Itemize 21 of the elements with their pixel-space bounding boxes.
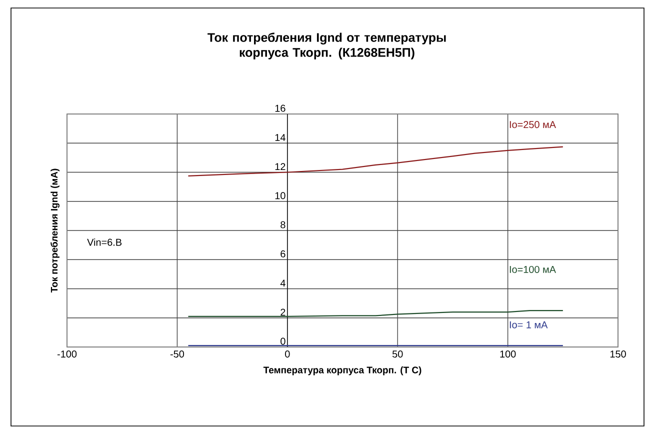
y-axis-title: Ток потребления Ignd (мА) (50, 168, 60, 293)
y-tick-label: 10 (275, 192, 286, 200)
x-tick-label: -50 (170, 350, 184, 358)
y-tick-label: 4 (280, 280, 286, 287)
y-tick-label: 6 (280, 250, 286, 258)
x-tick-label: -100 (57, 350, 77, 358)
x-tick-label: 100 (500, 350, 516, 358)
series-label: Io=250 мА (510, 121, 556, 128)
x-axis-title: Температура корпуса Ткорп. (Т С) (263, 366, 422, 376)
x-tick-label: 150 (610, 350, 626, 358)
annotation: Vin=6.B (87, 238, 122, 246)
y-tick-label: 12 (275, 163, 286, 170)
series-label: Io= 1 мА (510, 321, 548, 328)
chart-title: Ток потребления Ignd от температуры корпуса Ткорп. (К1268ЕН5П) (208, 32, 446, 60)
y-tick-label: 8 (280, 221, 286, 228)
y-tick-label: 0 (280, 338, 286, 345)
y-tick-label: 2 (280, 308, 286, 316)
y-tick-label: 16 (275, 104, 286, 112)
x-tick-label: 50 (392, 350, 403, 358)
y-tick-label: 14 (275, 134, 286, 141)
text: Io=100 мА (510, 266, 556, 273)
